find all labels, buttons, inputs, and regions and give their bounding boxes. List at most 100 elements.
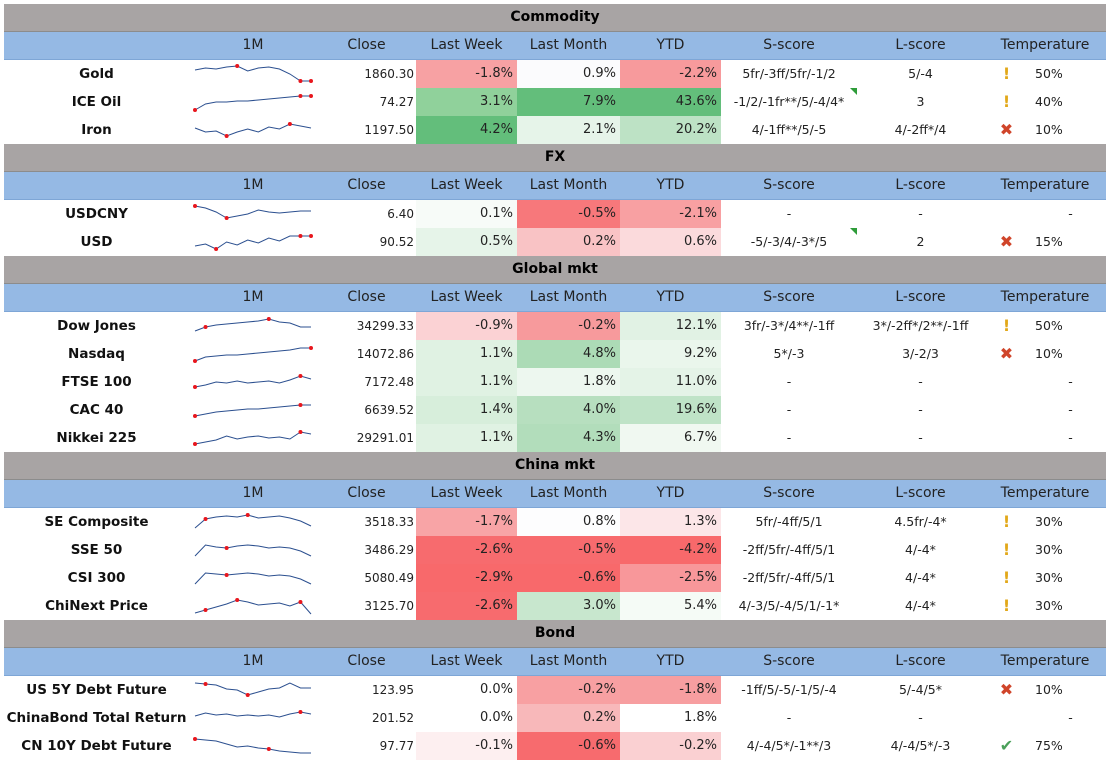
header-s-score: S-score [763,289,815,305]
header-l-score: L-score [895,37,946,53]
sparkline-1m [189,228,317,256]
table-row[interactable]: CAC 40 6639.52 1.4% 4.0% 19.6% - - - [4,396,1106,424]
empty-icon-cell [984,396,1029,424]
l-score: - [918,710,923,725]
s-score: 5fr/-3ff/5fr/-1/2 [721,60,857,88]
ytd-change: 19.6% [620,396,721,424]
ytd-change: 12.1% [620,312,721,340]
sparkline-marker [224,546,229,550]
comment-indicator-icon [850,88,857,95]
ytd-change: -1.8% [620,676,721,704]
checkmark-icon: ✔ [999,736,1014,755]
comment-indicator-icon [850,228,857,235]
table-row[interactable]: CN 10Y Debt Future 97.77 -0.1% -0.6% -0.2% 4/… [4,732,1106,760]
header-s-score: S-score [763,177,815,193]
sparkline-path [194,235,311,250]
header-last-month: Last Month [529,177,608,193]
s-score: 3fr/-3*/4**/-1ff [721,312,857,340]
temperature-value: 75% [1035,738,1063,753]
ytd-change: -2.2% [620,60,721,88]
sparkline-path [194,711,312,718]
temperature-value: - [1068,402,1073,417]
close-value: 74.27 [379,95,414,109]
ytd-change: 0.6% [620,228,721,256]
sparkline-marker [193,414,197,418]
table-row[interactable]: Iron 1197.50 4.2% 2.1% 20.2% 4/-1ff**/5/-5 4/-… [4,116,1106,144]
s-score-text: -2ff/5fr/-4ff/5/1 [742,542,836,557]
header-name [4,32,189,59]
last-month-change: 4.8% [517,340,620,368]
l-score: 4/-4* [905,542,936,557]
s-score-text: 3fr/-3*/4**/-1ff [743,318,835,333]
last-week-change: -1.7% [416,508,517,536]
table-row[interactable]: SE Composite 3518.33 -1.7% 0.8% 1.3% 5fr/-4ff… [4,508,1106,536]
sparkline-marker [298,79,303,83]
header-ytd: YTD [656,485,685,501]
s-score: - [721,396,857,424]
table-row[interactable]: Gold 1860.30 -1.8% 0.9% -2.2% 5fr/-3ff/5fr/-1… [4,60,1106,88]
table-row[interactable]: Dow Jones 34299.33 -0.9% -0.2% 12.1% 3fr/-3*/… [4,312,1106,340]
table-row[interactable]: USD 90.52 0.5% 0.2% 0.6% -5/-3/4/-3*/5 2 ✖ 15% [4,228,1106,256]
close-value: 6639.52 [364,403,414,417]
section-title: China mkt [4,452,1106,480]
sparkline-marker [298,94,303,98]
sparkline-chart [194,682,311,697]
instrument-name: SSE 50 [70,542,123,558]
last-month-change: 4.0% [517,396,620,424]
column-header-row: 1M Close Last Week Last Month YTD S-score L-sc… [4,172,1106,200]
sparkline-path [194,318,311,332]
exclamation-icon: ! [1002,512,1011,531]
last-month-change: 0.2% [517,228,620,256]
last-month-change: 1.8% [517,368,620,396]
l-score: 3/-2/3 [902,346,939,361]
table-row[interactable]: USDCNY 6.40 0.1% -0.5% -2.1% - - - [4,200,1106,228]
s-score-text: - [786,206,792,221]
instrument-name: USD [80,234,113,250]
sparkline-marker [224,216,229,220]
sparkline-1m [189,116,317,144]
temperature-value: 30% [1035,598,1063,613]
temperature-value: - [1068,206,1073,221]
l-score: 4/-2ff*/4 [894,122,947,137]
header-name [4,284,189,311]
table-row[interactable]: CSI 300 5080.49 -2.9% -0.6% -2.5% -2ff/5fr/-4… [4,564,1106,592]
header-temperature: Temperature [1000,289,1090,305]
sparkline-marker [245,693,250,697]
section-title: Bond [4,620,1106,648]
sparkline-marker [309,234,313,238]
header-ytd: YTD [656,289,685,305]
sparkline-path [194,572,312,585]
l-score: 4.5fr/-4* [894,514,947,529]
table-row[interactable]: US 5Y Debt Future 123.95 0.0% -0.2% -1.8% -1f… [4,676,1106,704]
sparkline-marker [214,247,219,251]
table-row[interactable]: Nasdaq 14072.86 1.1% 4.8% 9.2% 5*/-3 3/-2/3 ✖ 10… [4,340,1106,368]
table-row[interactable]: ChiNext Price 3125.70 -2.6% 3.0% 5.4% 4/-3/5/… [4,592,1106,620]
section-title: FX [4,144,1106,172]
table-row[interactable]: ChinaBond Total Return 201.52 0.0% 0.2% 1.8%… [4,704,1106,732]
header-last-month: Last Month [529,653,608,669]
header-last-month: Last Month [529,37,608,53]
l-score: 3 [916,94,925,109]
sparkline-chart [193,430,312,446]
sparkline-path [194,544,312,557]
section-title: Global mkt [4,256,1106,284]
column-header-row: 1M Close Last Week Last Month YTD S-score L-sc… [4,32,1106,60]
exclamation-icon: ! [1002,568,1011,587]
cross-icon: ✖ [999,120,1014,139]
table-row[interactable]: FTSE 100 7172.48 1.1% 1.8% 11.0% - - - [4,368,1106,396]
table-row[interactable]: Nikkei 225 29291.01 1.1% 4.3% 6.7% - - - [4,424,1106,452]
sparkline-marker [298,374,303,378]
header-l-score: L-score [895,289,946,305]
sparkline-1m [189,60,317,88]
temperature-value: 30% [1035,570,1063,585]
sparkline-1m [189,312,317,340]
table-row[interactable]: SSE 50 3486.29 -2.6% -0.5% -4.2% -2ff/5fr/-4f… [4,536,1106,564]
table-row[interactable]: ICE Oil 74.27 3.1% 7.9% 43.6% -1/2/-1fr**/5/-… [4,88,1106,116]
l-score: 4/-4/5*/-3 [890,738,951,753]
exclamation-icon: ! [1002,540,1011,559]
header-temperature: Temperature [1000,485,1090,501]
s-score: - [721,368,857,396]
header-ytd: YTD [656,37,685,53]
sparkline-marker [266,747,271,751]
header-1m: 1M [242,485,264,501]
